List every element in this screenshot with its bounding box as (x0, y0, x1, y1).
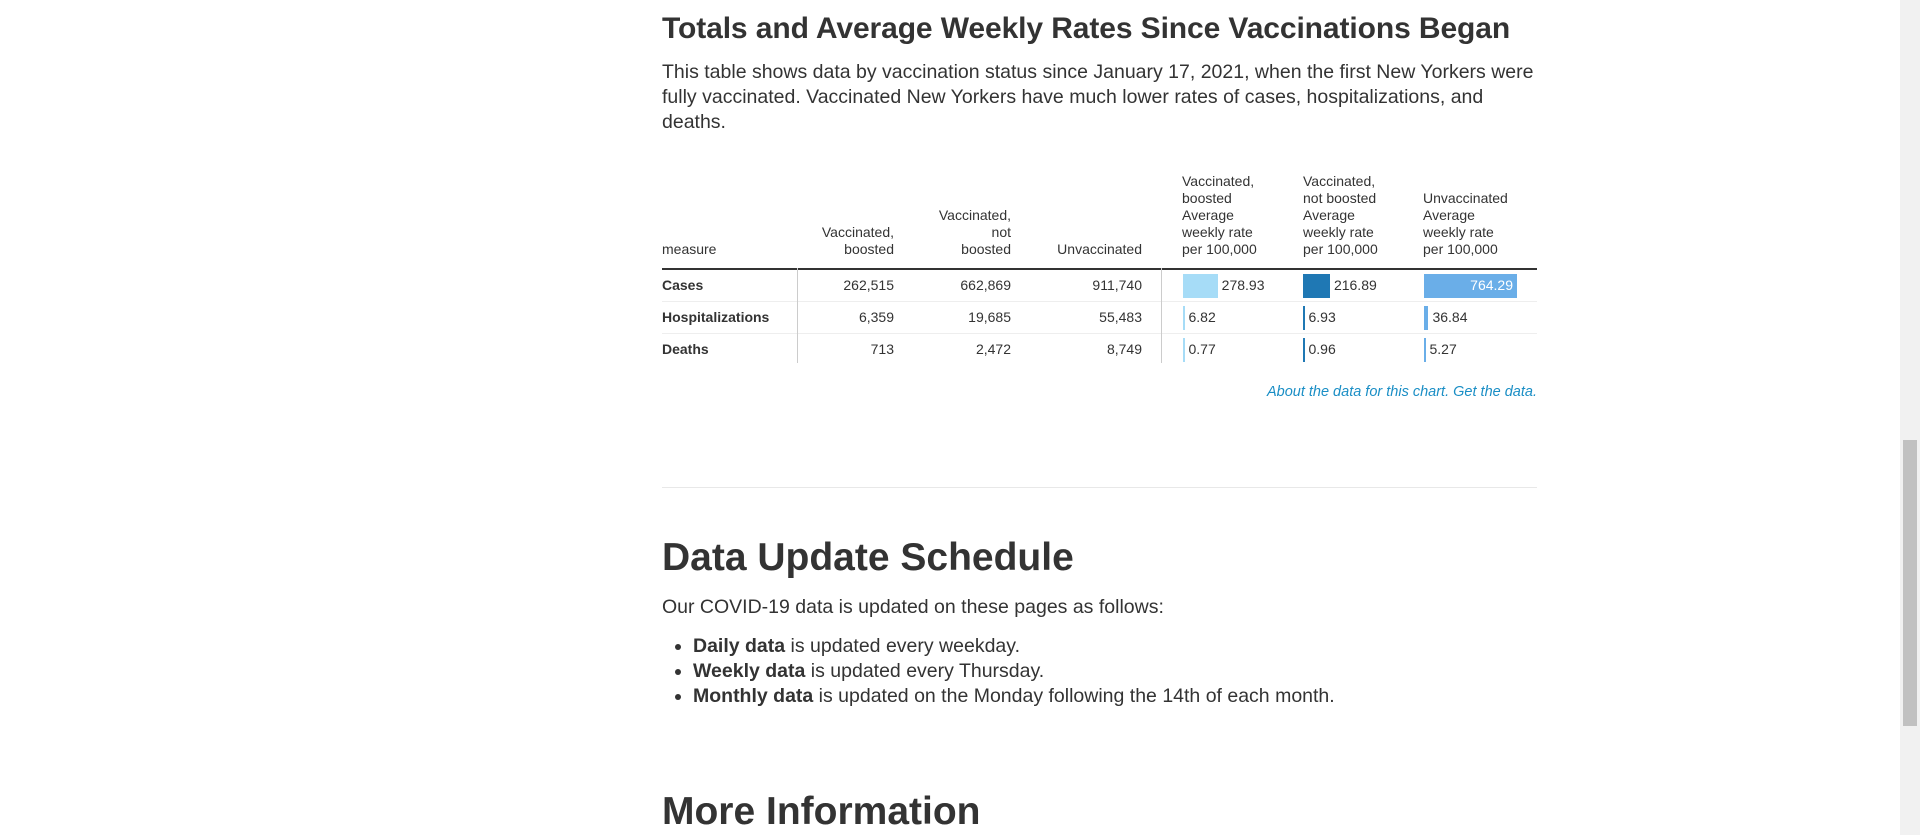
list-item-bold: Daily data (693, 635, 786, 657)
table-row: Deaths 713 2,472 8,749 0.77 0.96 5.27 (662, 334, 1537, 365)
header-line: Vaccinated, (1303, 173, 1376, 189)
rate-bar (1303, 338, 1305, 362)
header-line: Average (1423, 207, 1475, 223)
table-header: measure Vaccinated, boosted Vaccinated, no… (662, 170, 1537, 270)
header-line: Unvaccinated (1423, 190, 1508, 206)
header-line: boosted (1182, 190, 1232, 206)
header-line: Vaccinated, (1182, 173, 1255, 189)
get-data-link[interactable]: Get the data. (1453, 384, 1537, 400)
row-measure: Deaths (662, 341, 709, 357)
rate-bar (1183, 306, 1185, 330)
header-rate-unvaccinated: Unvaccinated Average weekly rate per 100,00… (1423, 190, 1508, 258)
cell-boosted: 713 (870, 341, 894, 357)
rate-bar (1303, 306, 1305, 330)
section-title: Totals and Average Weekly Rates Since Va… (662, 12, 1511, 45)
column-divider (797, 268, 798, 363)
rate-value: 278.93 (1221, 277, 1265, 293)
header-not-boosted: Vaccinated, not boosted (939, 207, 1011, 258)
rate-bar (1424, 306, 1429, 330)
header-rate-not-boosted: Vaccinated, not boosted Average weekly rate… (1303, 173, 1378, 258)
list-item-text: is updated on the Monday following the 1… (813, 685, 1335, 707)
list-item: Weekly data is updated every Thursday. (693, 659, 1335, 684)
row-measure: Hospitalizations (662, 309, 770, 325)
rate-bar (1303, 274, 1330, 298)
chart-links: About the data for this chart. Get the d… (1267, 384, 1537, 400)
vaccination-table: measure Vaccinated, boosted Vaccinated, no… (662, 170, 1537, 365)
header-line: boosted (844, 241, 894, 257)
schedule-title: Data Update Schedule (662, 536, 1074, 579)
header-line: weekly rate (1182, 224, 1253, 240)
rate-value: 6.82 (1188, 309, 1216, 325)
vertical-scrollbar[interactable] (1900, 0, 1920, 835)
rate-value: 5.27 (1429, 341, 1457, 357)
list-item-bold: Monthly data (693, 685, 814, 707)
header-line: per 100,000 (1182, 241, 1257, 257)
header-line: Average (1303, 207, 1355, 223)
list-item: Daily data is updated every weekday. (693, 634, 1335, 659)
list-item-bold: Weekly data (693, 660, 806, 682)
header-line: Vaccinated, (938, 207, 1011, 223)
more-info-title: More Information (662, 790, 981, 833)
header-rate-boosted: Vaccinated, boosted Average weekly rate per … (1182, 173, 1257, 258)
rate-bar (1183, 338, 1185, 362)
header-line: weekly rate (1423, 224, 1494, 240)
rate-value: 6.93 (1308, 309, 1336, 325)
scrollbar-thumb[interactable] (1903, 440, 1917, 726)
rate-bar (1424, 338, 1426, 362)
header-measure: measure (662, 241, 717, 257)
header-unvaccinated: Unvaccinated (1057, 241, 1142, 257)
column-divider (1161, 268, 1162, 363)
cell-not-boosted: 662,869 (960, 277, 1011, 293)
header-line: not (991, 224, 1011, 240)
list-item-text: is updated every weekday. (785, 635, 1020, 657)
cell-not-boosted: 19,685 (968, 309, 1011, 325)
rate-value: 216.89 (1333, 277, 1377, 293)
header-line: per 100,000 (1423, 241, 1498, 257)
header-boosted: Vaccinated, boosted (822, 224, 894, 258)
about-data-link[interactable]: About the data for this chart. (1266, 384, 1450, 400)
header-line: boosted (961, 241, 1011, 257)
cell-unvaccinated: 911,740 (1092, 277, 1142, 293)
header-line: per 100,000 (1303, 241, 1378, 257)
header-line: weekly rate (1303, 224, 1374, 240)
cell-boosted: 262,515 (843, 277, 894, 293)
section-description: This table shows data by vaccination sta… (662, 61, 1534, 133)
cell-not-boosted: 2,472 (975, 341, 1011, 357)
table-row: Hospitalizations 6,359 19,685 55,483 6.82 6.9… (662, 302, 1537, 334)
list-item: Monthly data is updated on the Monday fo… (693, 684, 1335, 709)
section-divider (662, 487, 1537, 488)
rate-value: 0.96 (1308, 341, 1336, 357)
rate-bar (1183, 274, 1218, 298)
rate-bar (1424, 274, 1517, 298)
list-item-text: is updated every Thursday. (805, 660, 1045, 682)
cell-boosted: 6,359 (858, 309, 894, 325)
header-line: Vaccinated, (821, 224, 894, 240)
header-line: not boosted (1303, 190, 1377, 206)
schedule-list: Daily data is updated every weekday. Wee… (662, 634, 1335, 709)
cell-unvaccinated: 55,483 (1099, 309, 1142, 325)
rate-value: 0.77 (1188, 341, 1216, 357)
header-line: Average (1182, 207, 1234, 223)
table-row: Cases 262,515 662,869 911,740 278.93 216.89 76… (662, 270, 1537, 302)
schedule-intro: Our COVID-19 data is updated on these pa… (662, 596, 1164, 618)
table-body: Cases 262,515 662,869 911,740 278.93 216.89 76… (662, 270, 1537, 365)
row-measure: Cases (662, 277, 704, 293)
rate-value: 764.29 (1470, 277, 1513, 293)
cell-unvaccinated: 8,749 (1106, 341, 1142, 357)
rate-value: 36.84 (1432, 309, 1468, 325)
